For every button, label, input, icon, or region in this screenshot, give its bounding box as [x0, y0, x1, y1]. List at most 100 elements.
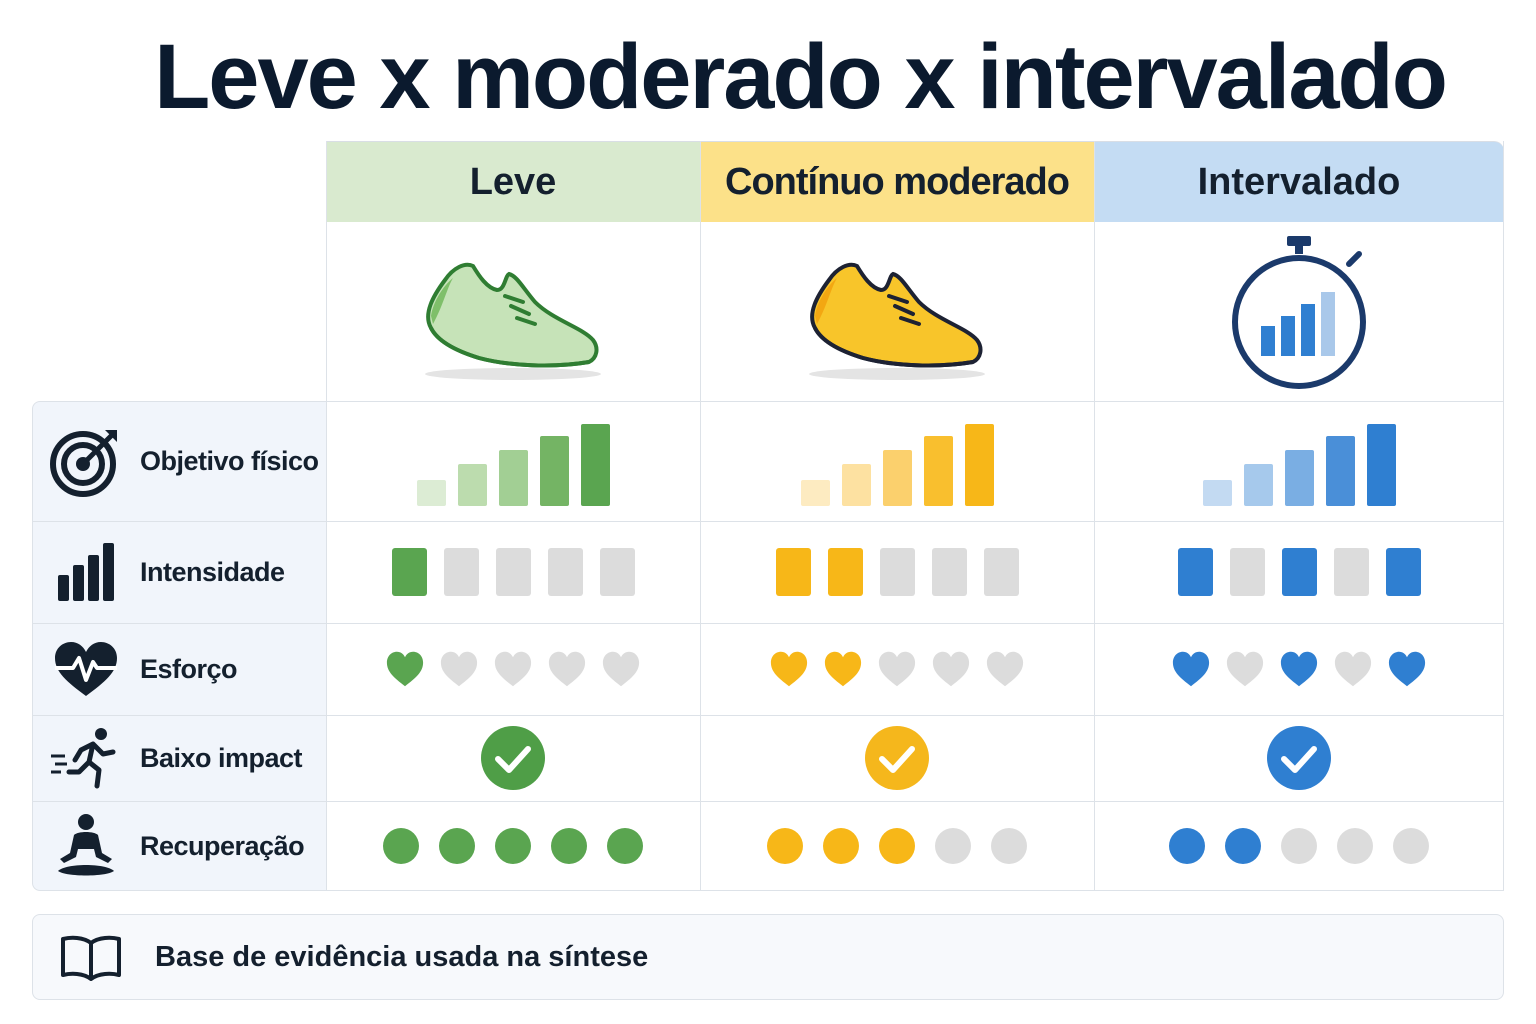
check-circle-icon: [481, 726, 545, 790]
grid-line: [32, 521, 1504, 522]
recovery-dot-active: [439, 828, 475, 864]
effort-hearts: [769, 650, 1025, 688]
heart-icon-active: [1280, 651, 1318, 687]
rating-bar: [923, 436, 953, 506]
grid-line: [1094, 141, 1095, 891]
recovery-dot-active: [767, 828, 803, 864]
recuperacao-cell-intervalado: [1094, 801, 1504, 891]
intensity-squares: [391, 548, 635, 596]
intensity-square-inactive: [983, 548, 1019, 596]
rating-bar: [882, 450, 912, 506]
stopwatch-icon: [1232, 236, 1366, 389]
rating-bar: [800, 480, 830, 506]
objetivo-cell-leve: [326, 401, 700, 521]
intensity-square-active: [827, 548, 863, 596]
heart-rate-icon: [55, 642, 117, 696]
rating-bar: [1284, 450, 1314, 506]
heart-icon-inactive: [602, 651, 640, 687]
esforco-cell-moderado: [700, 623, 1094, 715]
row-label-intensidade: Intensidade: [140, 556, 285, 587]
intensity-square-active: [1281, 548, 1317, 596]
rating-bars: [1202, 416, 1396, 506]
recovery-dot-active: [551, 828, 587, 864]
intensity-squares: [1177, 548, 1421, 596]
column-header-intervalado: Intervalado: [1094, 141, 1504, 222]
comparison-table: Leve Contínuo moderado Intervalado: [32, 141, 1504, 891]
rating-bar: [457, 464, 487, 506]
heart-icon-inactive: [878, 651, 916, 687]
objetivo-cell-intervalado: [1094, 401, 1504, 521]
sneaker-icon: [425, 262, 601, 380]
impacto-cell-intervalado: [1094, 715, 1504, 801]
bar-chart-icon: [58, 543, 114, 601]
rating-bar: [539, 436, 569, 506]
impacto-cell-moderado: [700, 715, 1094, 801]
intensity-square-active: [1177, 548, 1213, 596]
recovery-dot-inactive: [1281, 828, 1317, 864]
rating-bar: [1202, 480, 1232, 506]
intensity-square-active: [1385, 548, 1421, 596]
rating-bars: [416, 416, 610, 506]
row-label-baixo-impacto: Baixo impact: [140, 742, 303, 773]
rating-bar: [964, 424, 994, 506]
recovery-dot-active: [383, 828, 419, 864]
grid-line: [700, 141, 701, 891]
evidence-footer[interactable]: Base de evidência usada na síntese: [32, 914, 1504, 1000]
grid-line: [326, 890, 1504, 891]
recovery-dots: [1169, 828, 1429, 864]
column-icon-cell-moderado: [700, 221, 1094, 401]
rating-bar: [498, 450, 528, 506]
recovery-dot-active: [607, 828, 643, 864]
recovery-dot-active: [1169, 828, 1205, 864]
grid-line: [32, 801, 1504, 802]
row-label-objetivo: Objetivo físico: [140, 445, 319, 476]
rating-bar: [841, 464, 871, 506]
row-objetivo: Objetivo físico: [32, 401, 326, 521]
rating-bar: [1325, 436, 1355, 506]
meditation-icon: [58, 814, 114, 876]
heart-icon-inactive: [986, 651, 1024, 687]
page-title: Leve x moderado x intervalado: [154, 26, 1448, 128]
intensidade-cell-moderado: [700, 521, 1094, 623]
rating-bars: [800, 416, 994, 506]
heart-icon-inactive: [440, 651, 478, 687]
intensity-square-inactive: [879, 548, 915, 596]
heart-icon-inactive: [932, 651, 970, 687]
rating-bar: [1366, 424, 1396, 506]
rating-bar: [580, 424, 610, 506]
intensity-square-inactive: [547, 548, 583, 596]
effort-hearts: [385, 650, 641, 688]
row-label-esforco: Esforço: [140, 653, 238, 684]
heart-icon-active: [1388, 651, 1426, 687]
recovery-dot-active: [1225, 828, 1261, 864]
intensity-square-inactive: [1229, 548, 1265, 596]
intensity-squares: [775, 548, 1019, 596]
runner-icon: [51, 728, 116, 789]
esforco-cell-intervalado: [1094, 623, 1504, 715]
heart-icon-active: [1172, 651, 1210, 687]
check-circle-icon: [1267, 726, 1331, 790]
heart-icon-active: [824, 651, 862, 687]
heart-icon-inactive: [548, 651, 586, 687]
recovery-dots: [767, 828, 1027, 864]
intensity-square-inactive: [495, 548, 531, 596]
check-circle-icon: [865, 726, 929, 790]
column-header-leve: Leve: [326, 141, 700, 222]
intensity-square-inactive: [931, 548, 967, 596]
row-label-recuperacao: Recuperação: [140, 830, 305, 861]
heart-icon-active: [386, 651, 424, 687]
grid-line: [32, 715, 1504, 716]
heart-icon-inactive: [1334, 651, 1372, 687]
esforco-cell-leve: [326, 623, 700, 715]
intensidade-cell-intervalado: [1094, 521, 1504, 623]
row-intensidade: Intensidade: [32, 521, 326, 623]
column-header-moderado: Contínuo moderado: [700, 141, 1094, 222]
row-recuperacao: Recuperação: [32, 801, 326, 891]
grid-line: [326, 141, 327, 891]
effort-hearts: [1171, 650, 1427, 688]
heart-icon-inactive: [494, 651, 532, 687]
intensity-square-inactive: [443, 548, 479, 596]
column-icon-cell-intervalado: [1094, 221, 1504, 401]
grid-line: [1503, 141, 1504, 891]
intensity-square-inactive: [599, 548, 635, 596]
